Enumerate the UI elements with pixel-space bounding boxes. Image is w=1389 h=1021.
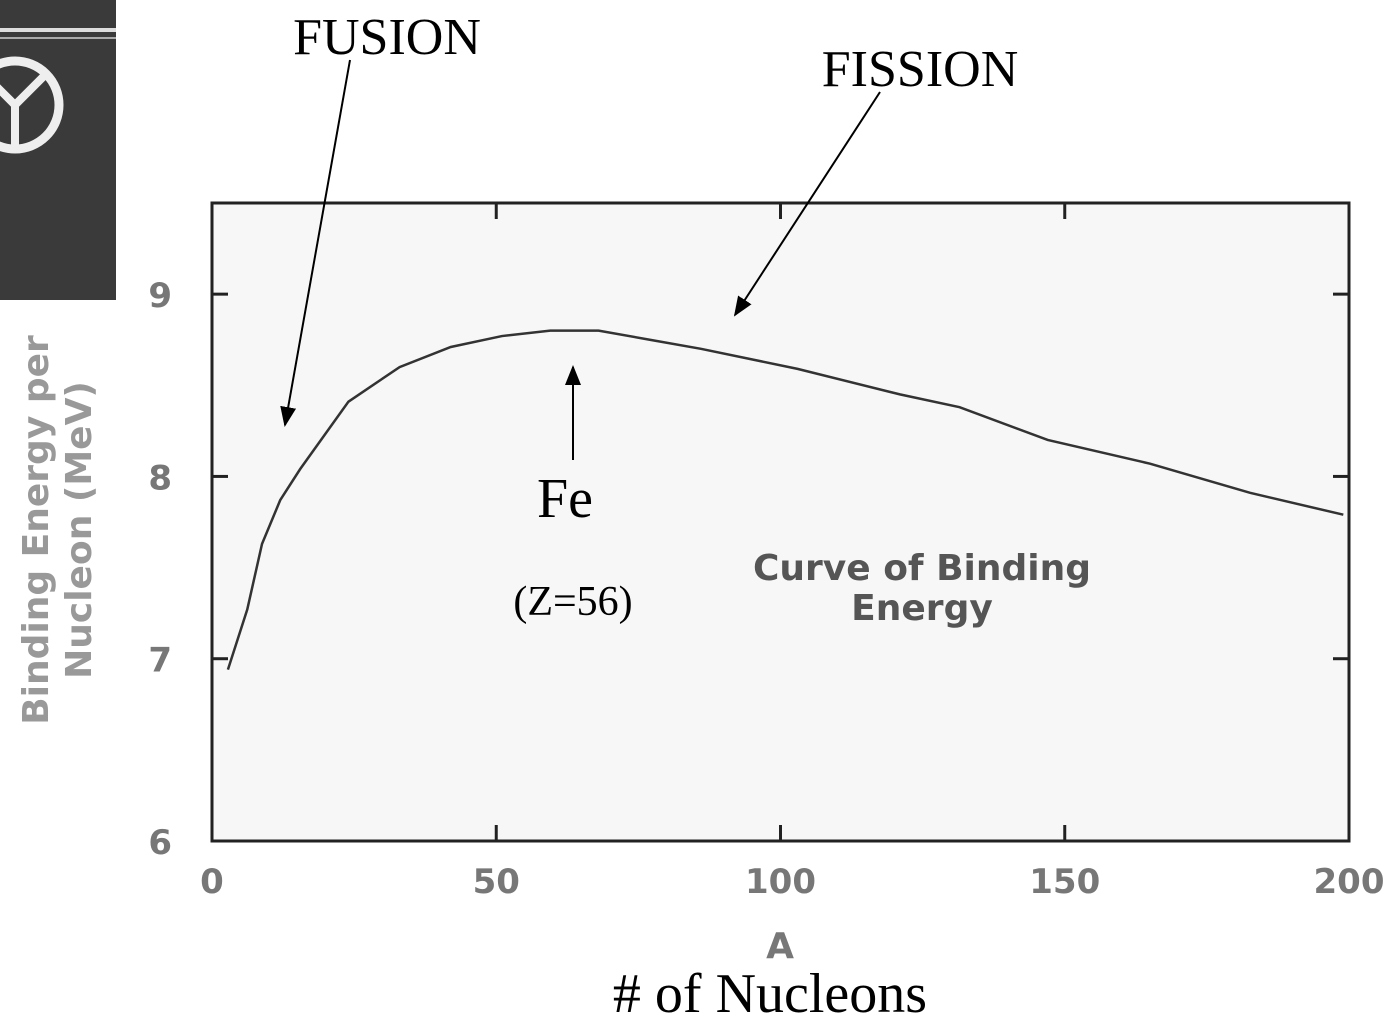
fusion-arrow bbox=[280, 59, 351, 427]
x-tick-label: 50 bbox=[473, 862, 520, 902]
x-tick-label: 200 bbox=[1314, 862, 1385, 902]
annotation: Energy bbox=[851, 588, 993, 629]
y-tick-label: 7 bbox=[148, 641, 172, 681]
y-tick-label: 9 bbox=[148, 276, 172, 316]
x-axis-label: A bbox=[766, 926, 794, 967]
x-tick-label: 150 bbox=[1029, 862, 1100, 902]
plot-area bbox=[210, 201, 1351, 843]
annotation: (Z=56) bbox=[513, 579, 632, 625]
x-tick-label: 100 bbox=[745, 862, 816, 902]
y-tick-label: 8 bbox=[148, 458, 172, 498]
x-tick-label: 0 bbox=[200, 862, 224, 902]
logo-image bbox=[0, 0, 116, 300]
data-line bbox=[226, 329, 1344, 671]
x-axis-caption: # of Nucleons bbox=[613, 963, 927, 1021]
annotation: FUSION bbox=[293, 9, 481, 66]
fission-arrow bbox=[733, 91, 881, 317]
y-tick-label: 6 bbox=[148, 823, 172, 863]
annotation: FISSION bbox=[822, 41, 1019, 98]
annotation: Fe bbox=[537, 468, 593, 530]
y-axis-label: Nucleon (MeV) bbox=[59, 381, 100, 679]
y-axis-label: Binding Energy per bbox=[16, 335, 57, 725]
annotation: Curve of Binding bbox=[753, 548, 1091, 589]
